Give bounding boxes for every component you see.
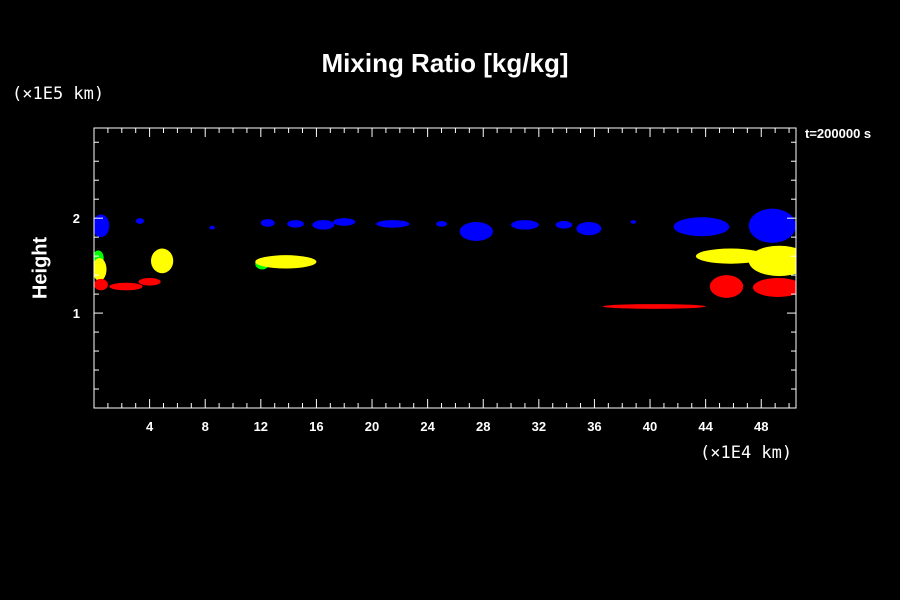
region-blue-11 [555,221,573,229]
x-tick-label: 36 [587,419,601,434]
y-axis-unit: (×1E5 km) [12,84,105,104]
region-blue-5 [312,220,335,230]
region-blue-15 [748,208,796,243]
x-tick-label: 12 [254,419,268,434]
axis-ticks [94,128,796,408]
region-red-27 [752,277,796,297]
region-blue-9 [459,221,493,241]
region-yellow-20 [255,255,317,269]
data-regions [94,208,796,309]
x-tick-label: 32 [532,419,546,434]
region-red-26 [709,275,744,298]
region-blue-8 [435,221,448,227]
region-red-23 [94,278,108,291]
region-red-25 [138,277,161,286]
y-tick-label: 2 [73,211,80,226]
x-tick-label: 28 [476,419,490,434]
region-blue-1 [135,218,145,224]
region-yellow-21 [695,248,766,264]
region-yellow-18 [150,248,174,274]
x-tick-label: 44 [698,419,713,434]
region-blue-10 [511,220,539,230]
x-tick-label: 4 [146,419,154,434]
time-label: t=200000 s [805,126,872,141]
region-blue-7 [376,220,410,228]
region-blue-0 [94,214,110,238]
chart-title: Mixing Ratio [kg/kg] [321,48,569,78]
region-blue-14 [673,217,730,237]
region-yellow-22 [748,245,796,277]
region-blue-3 [260,219,275,227]
region-blue-4 [287,220,304,228]
plot-frame [93,127,797,409]
region-red-24 [109,282,143,291]
x-tick-label: 16 [309,419,323,434]
x-tick-label: 24 [420,419,435,434]
region-blue-2 [209,225,215,230]
region-blue-6 [333,218,356,226]
region-red-28 [602,304,706,309]
y-tick-label: 1 [73,306,80,321]
x-tick-label: 8 [202,419,209,434]
region-blue-12 [576,221,602,236]
region-yellow-17 [94,258,107,281]
x-axis-unit: (×1E4 km) [700,443,793,463]
region-blue-13 [630,220,637,224]
x-tick-label: 40 [643,419,657,434]
x-tick-label: 48 [754,419,768,434]
x-tick-label: 20 [365,419,379,434]
